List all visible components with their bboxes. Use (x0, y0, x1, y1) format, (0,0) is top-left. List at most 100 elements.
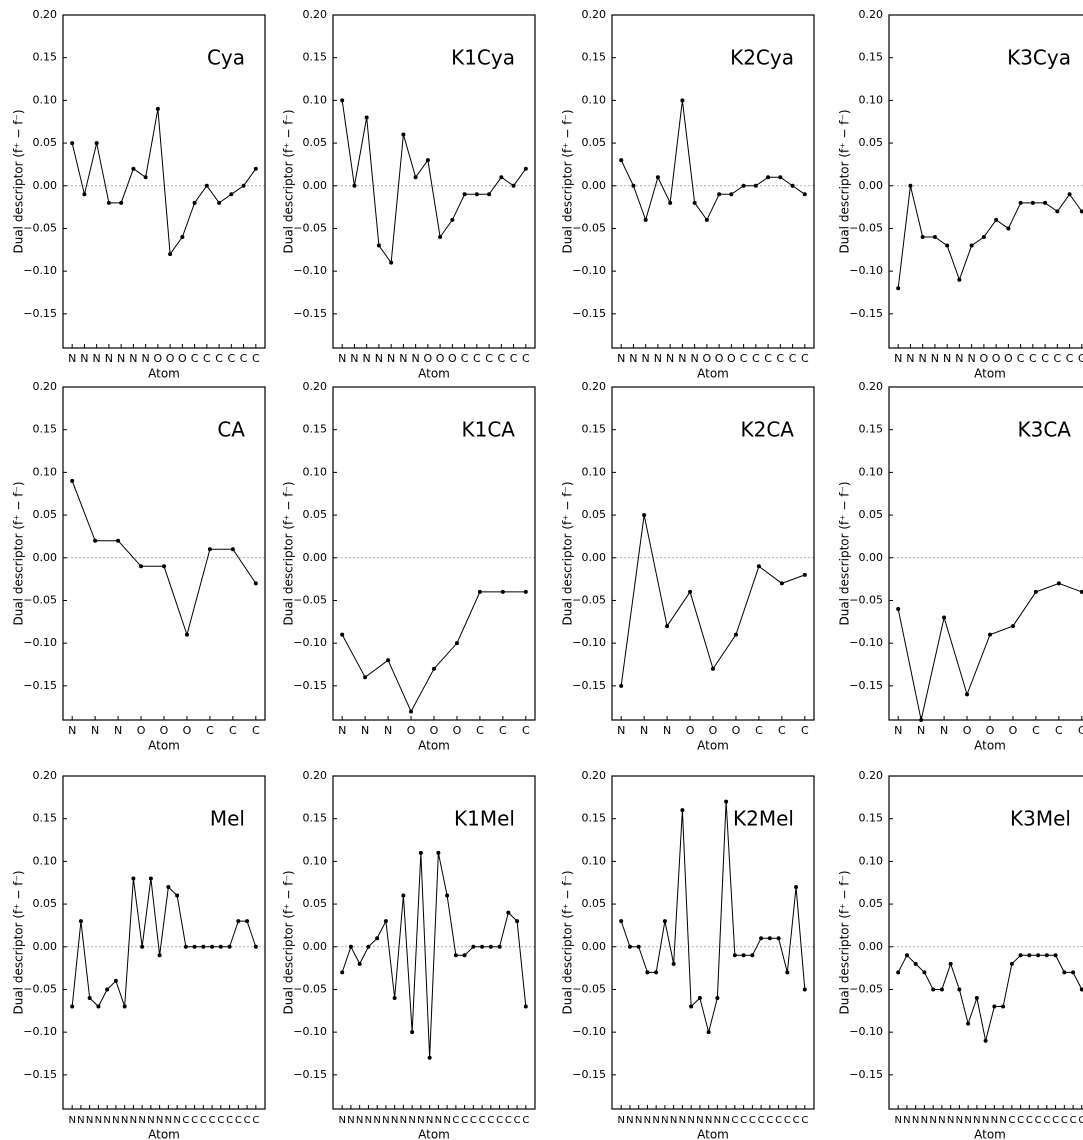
chart-title: K2CA (741, 418, 795, 442)
x-tick-label: N (626, 1115, 633, 1126)
data-point (389, 260, 394, 265)
x-tick-label: N (93, 352, 101, 365)
data-point (680, 808, 685, 813)
data-point (794, 885, 799, 889)
x-tick-label: N (375, 352, 383, 365)
x-tick-label: C (1026, 1115, 1033, 1126)
x-tick-label: C (470, 1115, 477, 1126)
y-tick-label: 0.05 (859, 136, 884, 149)
data-point (779, 581, 784, 586)
x-tick-label: N (642, 352, 650, 365)
y-axis-label: Dual descriptor (f⁺ − f⁻) (561, 481, 575, 625)
data-point (741, 183, 746, 188)
x-tick-label: C (182, 1115, 189, 1126)
y-axis-label: Dual descriptor (f⁺ − f⁻) (282, 109, 296, 253)
y-tick-label: 0.15 (303, 812, 328, 825)
y-tick-label: −0.05 (293, 221, 327, 234)
x-tick-label: N (363, 352, 371, 365)
y-tick-label: 0.15 (303, 51, 328, 64)
x-tick-label: C (749, 1115, 756, 1126)
x-tick-label: N (919, 352, 927, 365)
data-point (253, 166, 258, 171)
data-point (1053, 953, 1058, 958)
x-tick-label: C (217, 1115, 224, 1126)
y-tick-label: 0.00 (582, 551, 607, 564)
data-point (175, 893, 180, 898)
x-tick-label: C (766, 1115, 773, 1126)
y-axis-label: Dual descriptor (f⁺ − f⁻) (282, 870, 296, 1014)
data-point (750, 953, 755, 958)
x-tick-label: C (473, 352, 481, 365)
panel: −0.15 −0.10 −0.05 0.00 0.05 0.10 0.15 0.20 N N N O O… (12, 380, 266, 753)
x-tick-label: N (68, 1115, 75, 1126)
y-tick-label: 0.10 (582, 465, 607, 478)
y-tick-label: 0.15 (33, 51, 58, 64)
data-point (988, 632, 992, 637)
x-tick-label: N (80, 352, 88, 365)
y-tick-label: 0.15 (33, 423, 58, 436)
x-tick-label: C (1032, 724, 1040, 737)
x-tick-label: O (709, 724, 718, 737)
y-tick-label: 0.15 (33, 812, 58, 825)
y-tick-label: 0.20 (303, 8, 328, 21)
data-point (477, 589, 482, 594)
data-point (1079, 209, 1083, 214)
x-tick-label: C (476, 724, 484, 737)
data-point (488, 944, 493, 949)
x-axis-label: Atom (974, 1128, 1006, 1140)
axes-frame (62, 775, 266, 1110)
data-point (983, 1038, 988, 1043)
x-tick-label: O (980, 352, 989, 365)
x-tick-label: C (191, 352, 199, 365)
x-tick-label: C (1061, 1115, 1068, 1126)
y-tick-label: −0.10 (849, 636, 883, 649)
x-tick-label: C (510, 352, 518, 365)
y-tick-label: 0.00 (303, 940, 328, 953)
data-point (802, 572, 807, 577)
data-line (897, 582, 1082, 721)
x-tick-label: N (129, 352, 137, 365)
data-point (655, 175, 660, 180)
x-tick-label: N (361, 724, 369, 737)
x-tick-label: N (670, 1115, 677, 1126)
axes-frame (888, 14, 1083, 349)
y-tick-label: −0.05 (293, 982, 327, 995)
data-point (733, 632, 738, 637)
data-point (210, 944, 215, 949)
y-tick-label: −0.15 (293, 307, 327, 320)
x-tick-label: O (703, 352, 712, 365)
data-point (70, 478, 75, 483)
x-tick-label: O (430, 724, 439, 737)
x-tick-label: N (95, 1115, 102, 1126)
x-tick-label: N (929, 1115, 936, 1126)
y-tick-label: −0.05 (849, 221, 883, 234)
chart-title: K3CA (1018, 418, 1072, 442)
y-tick-label: 0.05 (582, 136, 607, 149)
data-point (140, 944, 145, 949)
x-tick-label: N (912, 1115, 919, 1126)
data-point (487, 192, 492, 197)
data-point (204, 183, 209, 188)
data-point (162, 564, 166, 569)
panel: −0.15 −0.10 −0.05 0.00 0.05 0.10 0.15 0.20 N N N O O… (282, 380, 536, 753)
x-tick-label: N (130, 1115, 137, 1126)
x-tick-label: C (764, 352, 772, 365)
x-tick-label: N (147, 1115, 154, 1126)
data-point (756, 564, 761, 569)
data-point (619, 683, 624, 688)
data-line (71, 108, 257, 256)
data-point (966, 1021, 971, 1026)
data-point (143, 175, 148, 180)
x-axis-label: Atom (697, 367, 729, 381)
x-tick-label: C (1043, 1115, 1050, 1126)
data-point (454, 641, 459, 646)
data-point (155, 106, 160, 111)
data-point (241, 183, 246, 188)
data-point (753, 183, 758, 188)
data-point (645, 970, 650, 975)
x-tick-label: C (1008, 1115, 1015, 1126)
y-tick-label: −0.05 (572, 593, 606, 606)
y-tick-label: 0.05 (303, 508, 328, 521)
panel: −0.15−0.10−0.050.000.050.100.150.20N N N N N… (12, 769, 266, 1140)
